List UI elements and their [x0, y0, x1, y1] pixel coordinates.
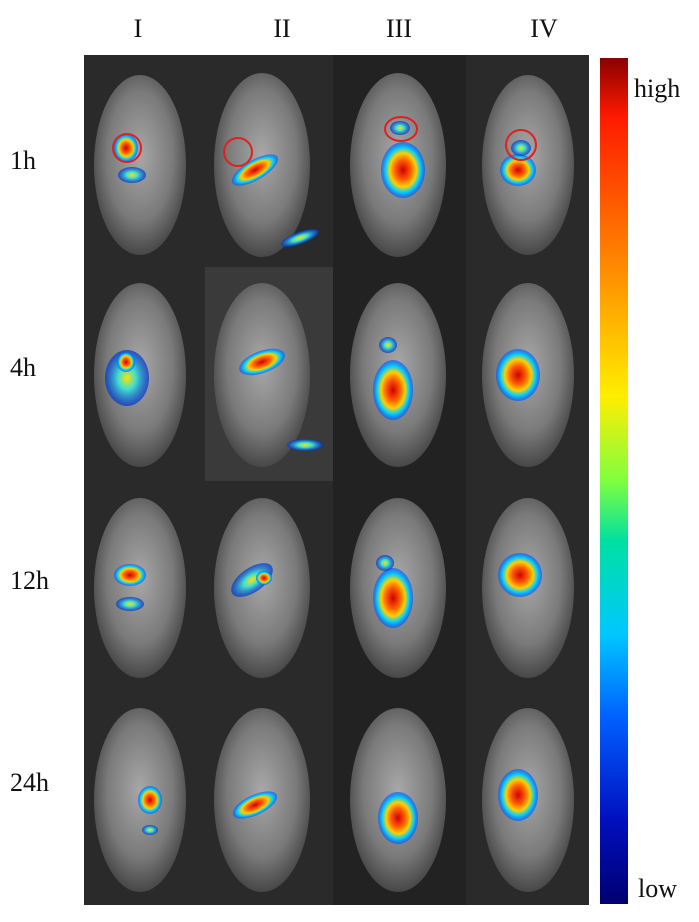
column-header-I: I: [133, 14, 143, 43]
panel-24h-II: [205, 691, 333, 905]
panel-1h-III: [333, 55, 466, 267]
column-header-III: III: [386, 14, 412, 43]
panel-12h-IV: [466, 481, 589, 691]
panel-4h-II: [205, 267, 333, 481]
panel-12h-I: [84, 481, 205, 691]
panel-4h-III: [333, 267, 466, 481]
row-label-4h: 4h: [10, 353, 36, 382]
panel-1h-I: [84, 55, 205, 267]
panel-4h-IV: [466, 267, 589, 481]
panel-24h-III: [333, 691, 466, 905]
scale-low-label: low: [638, 874, 677, 903]
panel-12h-III: [333, 481, 466, 691]
row-label-24h: 24h: [10, 768, 49, 797]
panel-24h-I: [84, 691, 205, 905]
row-label-12h: 12h: [10, 566, 49, 595]
row-label-1h: 1h: [10, 146, 36, 175]
panel-1h-II: [205, 55, 333, 267]
column-header-II: II: [273, 14, 291, 43]
scale-high-label: high: [634, 74, 681, 103]
panel-24h-IV: [466, 691, 589, 905]
panel-1h-IV: [466, 55, 589, 267]
intensity-scale-bar: [600, 58, 628, 904]
column-header-IV: IV: [530, 14, 558, 43]
panel-12h-II: [205, 481, 333, 691]
panel-4h-I: [84, 267, 205, 481]
